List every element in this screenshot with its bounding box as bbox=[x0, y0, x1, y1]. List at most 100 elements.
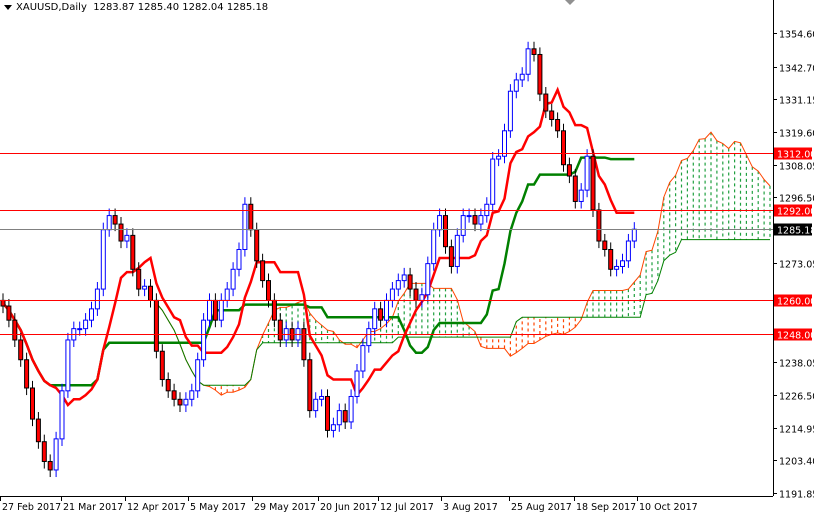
bullish-candle bbox=[578, 183, 584, 209]
bullish-candle bbox=[100, 222, 106, 297]
bullish-candle bbox=[124, 228, 130, 249]
candle-body bbox=[165, 379, 171, 392]
date-tick-label: 21 Mar 2017 bbox=[63, 502, 123, 513]
bullish-candle bbox=[484, 197, 490, 223]
dropdown-triangle-icon[interactable] bbox=[4, 4, 12, 10]
bullish-candle bbox=[372, 301, 378, 336]
candle-body bbox=[24, 359, 30, 389]
candle-body bbox=[30, 387, 35, 420]
candle-body bbox=[631, 228, 637, 242]
candle-body bbox=[124, 234, 130, 242]
candle-body bbox=[230, 268, 236, 290]
bearish-candle bbox=[407, 267, 413, 297]
date-tick-label: 29 May 2017 bbox=[254, 502, 316, 513]
current-price-label: 1285.18 bbox=[777, 226, 814, 237]
candle-body bbox=[325, 395, 330, 431]
bullish-candle bbox=[496, 149, 502, 167]
candle-body bbox=[177, 398, 183, 406]
candle-body bbox=[389, 288, 395, 301]
candle-body bbox=[366, 328, 372, 347]
bullish-candle bbox=[360, 338, 366, 379]
bullish-candle bbox=[614, 259, 620, 277]
candle-body bbox=[130, 234, 136, 270]
candle-body bbox=[148, 285, 153, 301]
candle-body bbox=[94, 288, 100, 310]
candle-body bbox=[348, 395, 354, 423]
level-1312-00-label: 1312.00 bbox=[777, 150, 814, 161]
ichimoku-cloud bbox=[208, 132, 771, 396]
ohlc-values: 1283.87 1285.40 1282.04 1285.18 bbox=[93, 2, 269, 13]
bearish-candle bbox=[608, 242, 614, 277]
symbol-label: XAUUSD,Daily bbox=[16, 2, 87, 13]
bearish-candle bbox=[443, 208, 448, 254]
candle-body bbox=[625, 240, 631, 262]
date-tick-label: 12 Jul 2017 bbox=[380, 502, 434, 513]
ichimoku-lines bbox=[2, 86, 771, 407]
kijun-sen-line bbox=[2, 156, 635, 387]
candle-body bbox=[307, 359, 313, 412]
bearish-candle bbox=[112, 208, 118, 232]
bearish-candle bbox=[555, 112, 561, 138]
bullish-candle bbox=[183, 392, 189, 413]
bearish-candle bbox=[248, 197, 254, 237]
candle-body bbox=[89, 308, 94, 321]
bearish-candle bbox=[6, 298, 12, 328]
bullish-candle bbox=[236, 242, 242, 277]
bullish-candle bbox=[77, 321, 83, 336]
bullish-candle bbox=[389, 282, 395, 308]
bullish-candle bbox=[59, 383, 65, 446]
candle-body bbox=[153, 299, 159, 352]
candle-body bbox=[384, 299, 389, 321]
bearish-candle bbox=[561, 123, 566, 172]
candle-body bbox=[301, 328, 307, 361]
candle-body bbox=[271, 299, 277, 321]
price-tick-label: 1342.70 bbox=[779, 64, 814, 75]
candle-body bbox=[330, 424, 336, 431]
bearish-candle bbox=[35, 412, 41, 449]
bearish-candle bbox=[212, 293, 218, 328]
bullish-candle bbox=[519, 67, 525, 87]
candle-body bbox=[118, 223, 124, 242]
candle-body bbox=[142, 285, 148, 290]
level-1292-00-label: 1292.00 bbox=[777, 207, 814, 218]
bearish-candle bbox=[41, 434, 47, 469]
current-price-label-bg bbox=[774, 223, 812, 236]
candle-body bbox=[502, 130, 507, 157]
candle-body bbox=[602, 240, 608, 251]
bullish-candle bbox=[620, 253, 625, 274]
time-axis: 27 Feb 2017 21 Mar 2017 12 Apr 2017 5 May 2… bbox=[0, 496, 698, 513]
date-tick-label: 5 May 2017 bbox=[190, 502, 246, 513]
price-tick-label: 1226.50 bbox=[779, 392, 814, 403]
date-tick-label: 12 Apr 2017 bbox=[127, 502, 186, 513]
candle-body bbox=[484, 203, 490, 217]
chart-shift-marker-icon[interactable] bbox=[565, 0, 575, 5]
candle-body bbox=[496, 155, 502, 160]
bearish-candle bbox=[590, 149, 596, 217]
horizontal-levels[interactable]: 1312.00 1292.00 1260.00 1248.00 1285.18 bbox=[0, 147, 814, 342]
bearish-candle bbox=[130, 228, 136, 277]
candle-body bbox=[578, 189, 584, 202]
candle-body bbox=[342, 410, 348, 423]
candle-body bbox=[549, 110, 555, 120]
candle-body bbox=[207, 299, 212, 321]
chart-header: XAUUSD,Daily 1283.87 1285.40 1282.04 128… bbox=[4, 2, 268, 13]
bullish-candle bbox=[230, 262, 236, 297]
price-tick-label: 1331.15 bbox=[779, 96, 814, 107]
candle-body bbox=[401, 274, 407, 282]
candle-body bbox=[319, 395, 325, 400]
bullish-candle bbox=[631, 222, 637, 249]
candle-body bbox=[53, 438, 59, 471]
candle-body bbox=[189, 390, 195, 400]
candle-body bbox=[77, 328, 83, 331]
bearish-candle bbox=[30, 380, 35, 427]
bearish-candle bbox=[448, 239, 454, 274]
bearish-candle bbox=[307, 352, 313, 418]
candle-body bbox=[266, 280, 271, 301]
price-axis: 1354.60 1342.70 1331.15 1319.60 1308.05 1296.… bbox=[773, 30, 814, 501]
bullish-candle bbox=[83, 313, 89, 336]
candle-body bbox=[525, 48, 531, 75]
candle-body bbox=[478, 215, 484, 225]
bearish-candle bbox=[171, 383, 177, 407]
bullish-candle bbox=[625, 233, 631, 268]
